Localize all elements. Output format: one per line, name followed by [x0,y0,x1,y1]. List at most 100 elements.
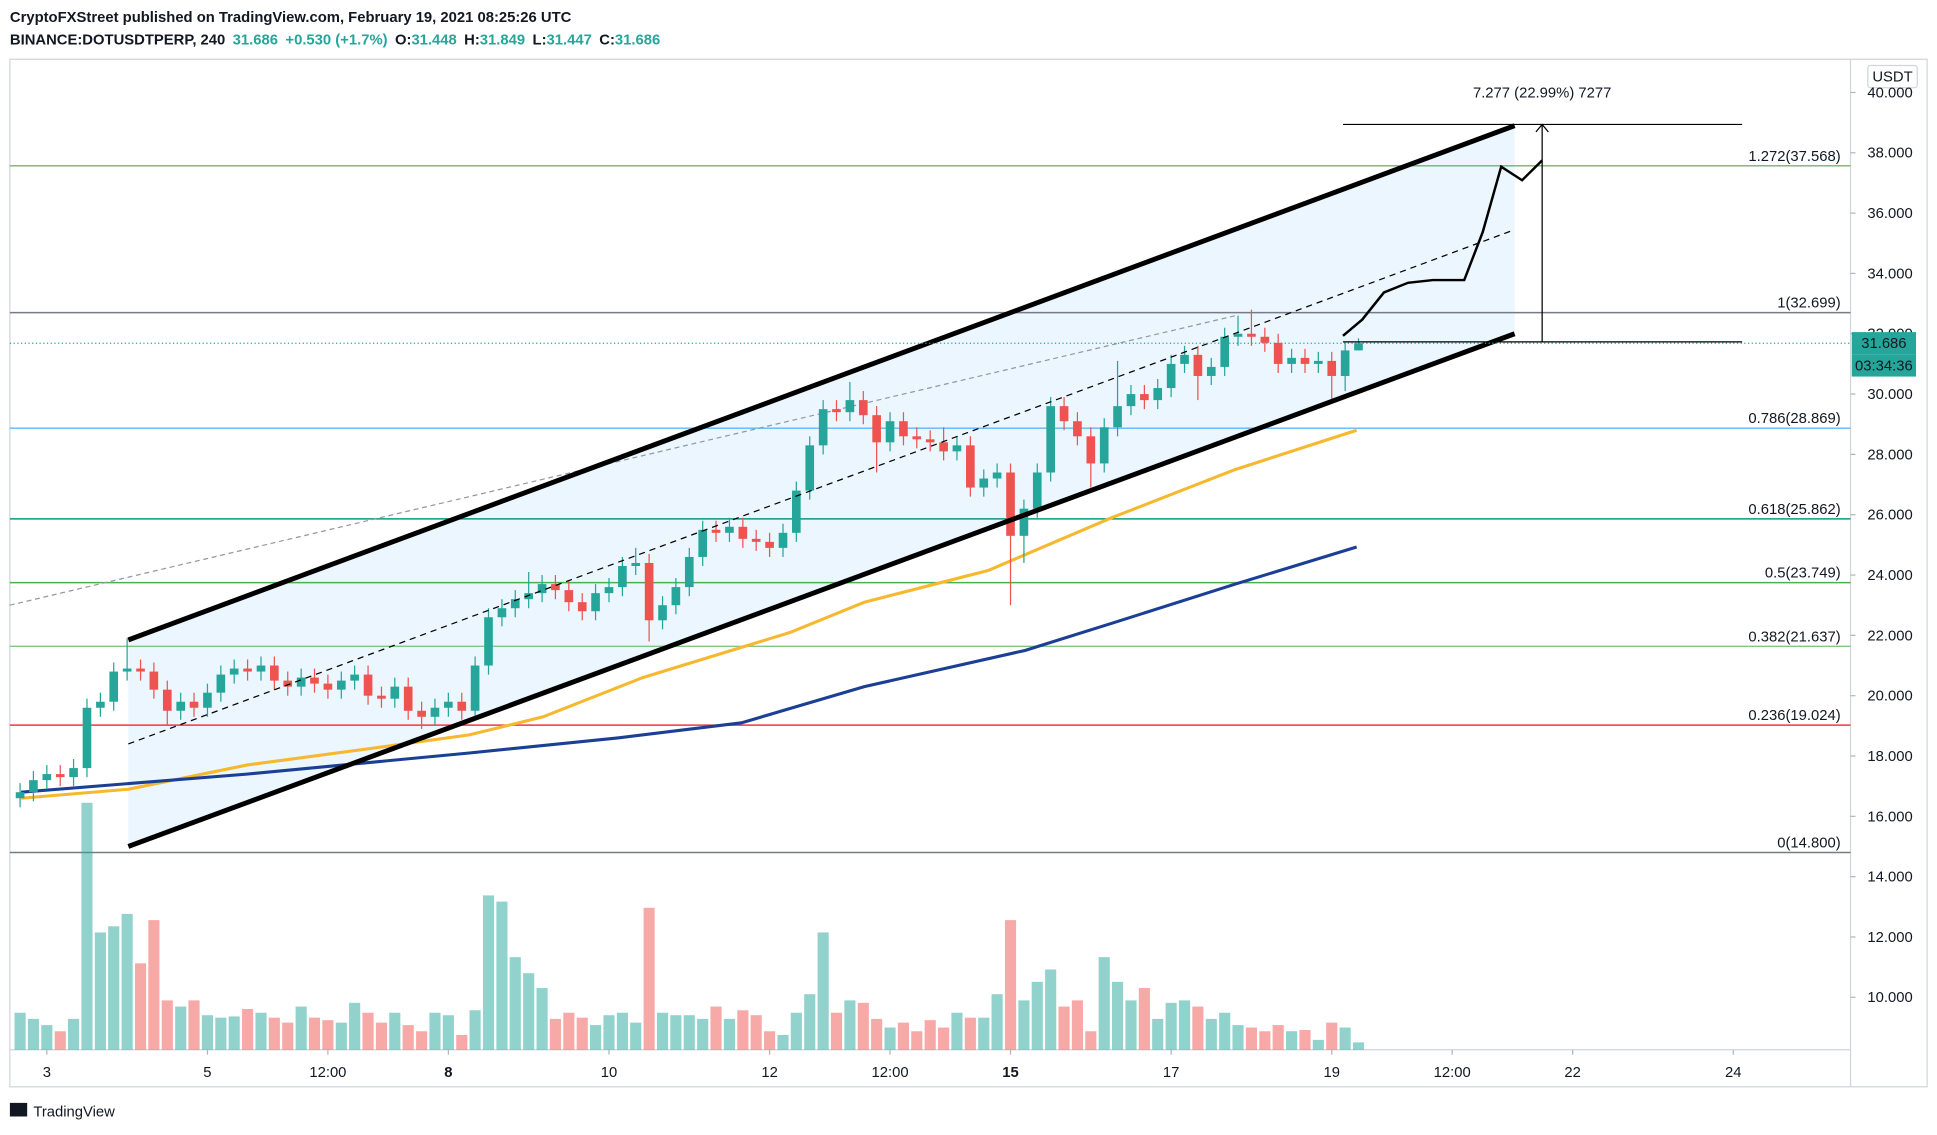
volume-bar [656,1012,669,1050]
candle-body [96,701,105,708]
volume-bar [951,1012,963,1050]
candle-body [604,587,614,594]
candle-body [136,668,145,672]
symbol: BINANCE:DOTUSDTPERP, 240 [10,32,225,48]
candle-body [1340,350,1350,376]
candle-body [1019,508,1029,536]
volume-bar [549,1018,561,1050]
x-tick-label: 5 [203,1065,211,1081]
volume-bar [416,1031,428,1050]
y-tick-label: 34.000 [1867,266,1912,282]
candle-body [711,529,721,533]
candle-body [658,605,667,621]
candle-body [403,686,413,711]
candle-body [698,529,708,557]
volume-bar [389,1012,401,1050]
x-tick-label: 12 [761,1065,777,1081]
candle-body [925,439,935,443]
currency-box[interactable] [1867,64,1918,89]
countdown-tag [1851,354,1916,377]
candle-body [1220,336,1230,367]
candle-body [966,445,975,488]
volume-bar [536,988,548,1050]
candle-body [149,671,159,690]
symbol-info: BINANCE:DOTUSDTPERP, 240 31.686 +0.530 (+1… [10,32,660,48]
volume-bar [175,1006,187,1050]
volume-bar [1205,1018,1217,1050]
volume-bar [322,1020,334,1050]
candle-body [243,668,252,672]
x-tick-label: 22 [1564,1065,1580,1081]
y-tick-label: 40.000 [1867,85,1912,101]
candle-body [765,541,774,548]
candle-body [1354,343,1363,351]
candle-body [256,665,266,672]
candle-body [296,677,306,687]
volume-bar [41,1025,53,1050]
volume-bar [964,1017,976,1050]
candle-body [778,532,788,548]
volume-bar [563,1012,575,1050]
volume-bar [991,994,1003,1050]
volume-bar [402,1025,414,1050]
projection-path [1342,159,1544,337]
logo-icon [9,1102,28,1117]
volume-bar [456,1034,468,1050]
volume-bar [482,895,495,1050]
volume-bar [1192,1006,1204,1050]
candle-body [42,774,52,781]
y-tick-label: 18.000 [1867,749,1912,765]
ohlc-value: 31.849 [480,32,525,48]
volume-bar [1018,1000,1030,1050]
candle-body [457,701,467,711]
candle-body [1233,333,1243,337]
candle-body [885,421,895,443]
candle-body [109,671,119,702]
y-tick-label: 38.000 [1867,146,1912,162]
volume-bar [643,907,655,1050]
volume-bar [817,932,829,1050]
channel-middle [128,229,1515,745]
fib-label: 0.618(25.862) [1748,502,1840,518]
volume-bar [1085,1031,1097,1050]
volume-bar [375,1022,388,1050]
volume-bar [188,1000,200,1050]
ohlc-label: O: [395,32,411,48]
candle-body [69,768,78,778]
y-tick-label: 16.000 [1867,809,1912,825]
volume-bar [710,1006,722,1050]
volume-bar [630,1022,642,1050]
candle-body [216,674,226,693]
candle-body [323,683,333,690]
candle-body [189,701,199,708]
candle-body [1260,336,1270,343]
volume-bar [737,1010,749,1050]
candle-body [336,680,346,690]
volume-bar [108,926,120,1050]
volume-bar [14,1012,26,1050]
y-tick-label: 20.000 [1867,689,1912,705]
candle-body [684,556,694,588]
x-tick-label: 3 [43,1065,51,1081]
volume-bar [844,1000,856,1050]
candle-body [1247,333,1256,337]
volume-bar [777,1034,789,1050]
candle-body [564,590,574,603]
channel-lower [127,331,1516,849]
volume-bar [1245,1027,1257,1050]
volume-bar [1178,1000,1191,1050]
trend-line [9,315,1236,606]
volume-bar [1004,920,1017,1050]
candle-body [671,587,681,606]
volume-bar [857,1002,869,1050]
price-tag [1851,332,1916,355]
volume-bar [228,1016,240,1050]
volume-bar [335,1022,347,1050]
volume-bar [603,1015,615,1050]
x-tick-label: 12:00 [872,1065,909,1081]
last-price: 31.686 [233,32,278,48]
candle-body [858,400,868,416]
candle-body [1193,354,1203,376]
volume-bar [523,973,535,1050]
candle-body [751,538,761,542]
